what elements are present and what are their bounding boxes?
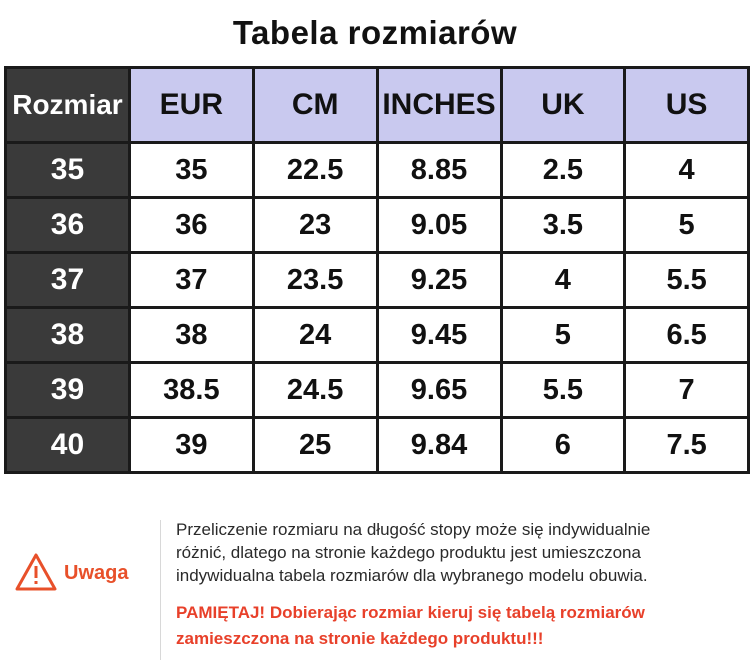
remember-line: PAMIĘTAJ! Dobierając rozmiar kieruj się … xyxy=(176,603,645,622)
cell-inches: 9.65 xyxy=(375,361,503,419)
remember-note: PAMIĘTAJ! Dobierając rozmiar kieruj się … xyxy=(176,600,742,652)
table-row: 36 36 23 9.05 3.5 5 xyxy=(4,196,750,254)
row-size: 39 xyxy=(4,361,131,419)
page-title: Tabela rozmiarów xyxy=(232,14,518,51)
note-line: Przeliczenie rozmiaru na długość stopy m… xyxy=(176,520,651,539)
cell-us: 7 xyxy=(623,361,750,419)
cell-eur: 38 xyxy=(127,306,255,364)
header-uk: UK xyxy=(499,66,627,144)
warning-triangle-icon xyxy=(15,553,57,591)
cell-inches: 9.45 xyxy=(375,306,503,364)
header-cm: CM xyxy=(251,66,379,144)
remember-line: zamieszczona na stronie każdego produktu… xyxy=(176,629,544,648)
cell-uk: 2.5 xyxy=(499,141,627,199)
header-us: US xyxy=(623,66,750,144)
note-line: różnić, dlatego na stronie każdego produ… xyxy=(176,543,641,562)
cell-us: 5.5 xyxy=(623,251,750,309)
cell-cm: 25 xyxy=(251,416,379,474)
cell-us: 4 xyxy=(623,141,750,199)
header-eur: EUR xyxy=(127,66,255,144)
row-size: 38 xyxy=(4,306,131,364)
cell-eur: 37 xyxy=(127,251,255,309)
table-row: 38 38 24 9.45 5 6.5 xyxy=(4,306,750,364)
cell-uk: 5.5 xyxy=(499,361,627,419)
cell-uk: 6 xyxy=(499,416,627,474)
note-line: indywidualna tabela rozmiarów dla wybran… xyxy=(176,566,648,585)
row-size: 40 xyxy=(4,416,131,474)
cell-us: 5 xyxy=(623,196,750,254)
cell-uk: 4 xyxy=(499,251,627,309)
row-size: 35 xyxy=(4,141,131,199)
cell-eur: 39 xyxy=(127,416,255,474)
cell-cm: 24.5 xyxy=(251,361,379,419)
size-note: Przeliczenie rozmiaru na długość stopy m… xyxy=(176,518,742,587)
cell-eur: 35 xyxy=(127,141,255,199)
cell-eur: 38.5 xyxy=(127,361,255,419)
cell-cm: 24 xyxy=(251,306,379,364)
cell-us: 7.5 xyxy=(623,416,750,474)
table-header-row: Rozmiar EUR CM INCHES UK US xyxy=(4,66,750,144)
cell-cm: 23 xyxy=(251,196,379,254)
table-row: 37 37 23.5 9.25 4 5.5 xyxy=(4,251,750,309)
cell-cm: 23.5 xyxy=(251,251,379,309)
row-size: 36 xyxy=(4,196,131,254)
table-row: 39 38.5 24.5 9.65 5.5 7 xyxy=(4,361,750,419)
warning-label: Uwaga xyxy=(64,562,129,584)
header-inches: INCHES xyxy=(375,66,503,144)
cell-us: 6.5 xyxy=(623,306,750,364)
cell-uk: 3.5 xyxy=(499,196,627,254)
size-table: Rozmiar EUR CM INCHES UK US 35 35 22.5 8… xyxy=(4,66,750,474)
vertical-divider xyxy=(160,520,161,660)
cell-cm: 22.5 xyxy=(251,141,379,199)
table-row: 35 35 22.5 8.85 2.5 4 xyxy=(4,141,750,199)
table-row: 40 39 25 9.84 6 7.5 xyxy=(4,416,750,474)
cell-inches: 9.84 xyxy=(375,416,503,474)
cell-uk: 5 xyxy=(499,306,627,364)
warning-badge: Uwaga xyxy=(14,548,154,598)
cell-inches: 9.05 xyxy=(375,196,503,254)
cell-eur: 36 xyxy=(127,196,255,254)
cell-inches: 9.25 xyxy=(375,251,503,309)
cell-inches: 8.85 xyxy=(375,141,503,199)
row-size: 37 xyxy=(4,251,131,309)
header-rozmiar: Rozmiar xyxy=(4,66,131,144)
